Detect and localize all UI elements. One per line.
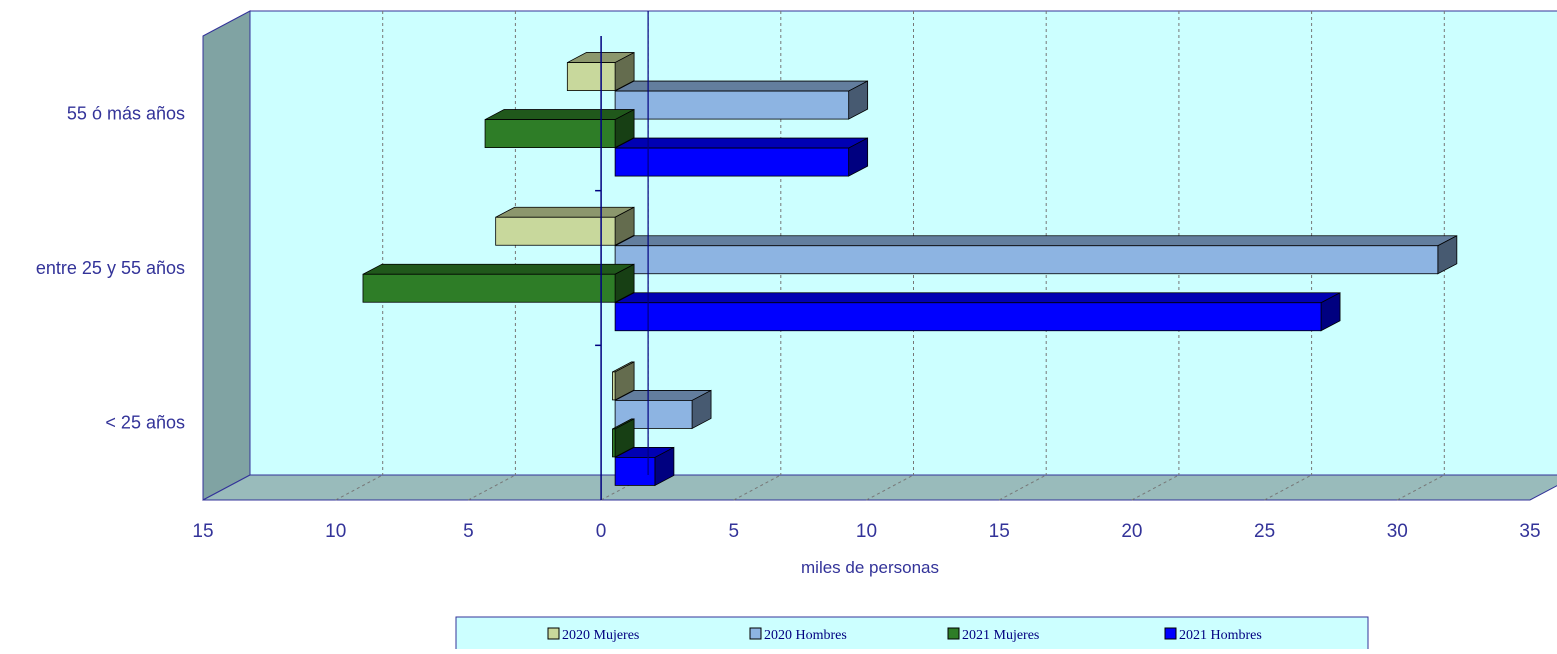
bar-front-face <box>614 245 1439 275</box>
category-label: < 25 años <box>105 413 185 433</box>
bar-front-face <box>612 371 616 401</box>
bar-top-face <box>614 235 1458 247</box>
floor-gridline <box>733 474 782 501</box>
bar <box>614 137 869 177</box>
bar-front-face <box>495 216 616 246</box>
bar-top-face <box>484 109 635 120</box>
bar-top-face <box>362 263 635 275</box>
legend-label: 2021 Mujeres <box>962 628 1039 643</box>
floor-gridline <box>468 474 516 501</box>
x-tick-label: 10 <box>856 521 877 542</box>
x-axis-title: miles de personas <box>801 558 939 577</box>
bar <box>614 446 675 487</box>
bar <box>612 361 635 401</box>
bar <box>566 51 635 92</box>
x-tick-label: 20 <box>1121 521 1142 542</box>
floor-gridline <box>1264 474 1312 501</box>
floor-gridline <box>1131 474 1180 501</box>
bar <box>614 80 869 120</box>
bar <box>612 418 635 458</box>
bar-top-face <box>614 137 868 149</box>
x-tick-label: 15 <box>192 521 213 542</box>
x-tick-label: 15 <box>989 521 1010 542</box>
axes: 55 ó más años entre 25 y 55 años < 25 años… <box>36 11 1541 577</box>
bar-front-face <box>614 457 656 486</box>
x-tick-label: 0 <box>596 521 607 542</box>
gridlines <box>335 11 1445 501</box>
legend-swatch <box>1164 627 1177 640</box>
bar-front-face <box>566 62 616 91</box>
legend-swatch <box>547 627 560 640</box>
bar-front-face <box>362 273 616 303</box>
bar <box>362 263 635 303</box>
legend-swatch <box>749 627 762 640</box>
bar <box>614 235 1458 275</box>
bar-top-face <box>495 206 635 218</box>
floor-gridline <box>335 474 383 501</box>
bar-top-face <box>614 292 1341 304</box>
bar-front-face <box>614 147 850 177</box>
bar-front-face <box>614 90 850 120</box>
legend-label: 2020 Hombres <box>764 628 847 643</box>
legend-label: 2020 Mujeres <box>562 628 639 643</box>
floor <box>202 474 1557 501</box>
x-tick-label: 30 <box>1387 521 1408 542</box>
floor-gridline <box>1397 474 1445 501</box>
bar <box>614 292 1341 332</box>
bar-front-face <box>484 119 616 148</box>
bar-front-face <box>612 428 616 458</box>
bar <box>484 108 635 149</box>
x-tick-label: 5 <box>729 521 740 542</box>
side-wall <box>202 10 251 501</box>
legend: 2020 Mujeres 2020 Hombres 2021 Mujeres 2021… <box>455 616 1369 652</box>
legend-label: 2021 Hombres <box>1179 628 1262 643</box>
floor-gridline <box>998 474 1047 501</box>
bar-top-face <box>614 80 868 92</box>
category-label: entre 25 y 55 años <box>36 258 185 278</box>
x-tick-label: 10 <box>325 521 346 542</box>
x-tick-label: 35 <box>1519 521 1540 542</box>
floor-gridline <box>866 474 914 501</box>
category-label: 55 ó más años <box>67 103 185 123</box>
bars <box>362 51 1458 487</box>
legend-swatch <box>947 627 960 640</box>
x-tick-label: 5 <box>463 521 474 542</box>
back-wall-outline <box>249 10 1557 475</box>
bar <box>495 206 635 246</box>
x-tick-label: 25 <box>1254 521 1275 542</box>
bar-front-face <box>614 302 1322 332</box>
